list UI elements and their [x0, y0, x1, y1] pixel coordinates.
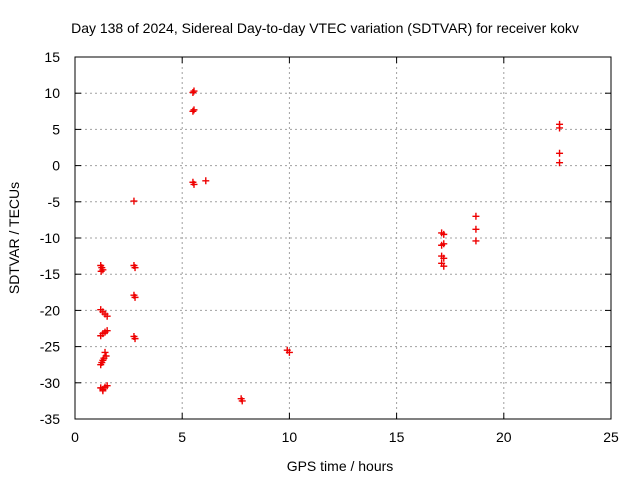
y-tick-label: -30 — [40, 375, 60, 391]
data-point — [189, 107, 197, 115]
data-point — [97, 361, 105, 369]
data-points — [97, 87, 564, 405]
y-tick-label: -20 — [40, 302, 60, 318]
data-point — [472, 237, 480, 245]
data-point — [440, 254, 448, 262]
data-point — [472, 225, 480, 233]
data-point — [285, 348, 293, 356]
data-point — [101, 348, 109, 356]
y-tick-label: -25 — [40, 339, 60, 355]
data-point — [130, 197, 138, 205]
data-point — [103, 327, 111, 335]
data-point — [190, 87, 198, 95]
y-tick-label: 15 — [44, 49, 60, 65]
data-point — [103, 312, 111, 320]
x-tick-label: 10 — [282, 429, 298, 445]
data-point — [99, 387, 107, 395]
data-point — [131, 293, 139, 301]
data-point — [556, 149, 564, 157]
y-tick-label: 5 — [52, 121, 60, 137]
y-tick-label: 10 — [44, 85, 60, 101]
data-point — [103, 382, 111, 390]
x-tick-label: 25 — [603, 429, 619, 445]
x-tick-label: 5 — [178, 429, 186, 445]
x-tick-label: 0 — [71, 429, 79, 445]
data-point — [190, 180, 198, 188]
x-tick-label: 15 — [389, 429, 405, 445]
data-point — [202, 177, 210, 185]
x-axis-tick-labels: 0 5 10 15 20 25 — [71, 429, 619, 445]
data-point — [440, 230, 448, 238]
data-point — [472, 212, 480, 220]
data-point — [556, 159, 564, 167]
data-point — [440, 240, 448, 248]
axis-ticks — [74, 56, 612, 420]
data-point — [238, 397, 246, 405]
y-tick-label: -15 — [40, 266, 60, 282]
x-axis-title: GPS time / hours — [287, 458, 394, 474]
y-tick-label: -10 — [40, 230, 60, 246]
data-point — [190, 106, 198, 114]
data-point — [131, 264, 139, 272]
x-tick-label: 20 — [496, 429, 512, 445]
y-tick-label: 0 — [52, 158, 60, 174]
y-tick-label: -5 — [48, 194, 61, 210]
data-point — [556, 124, 564, 132]
y-axis-title: SDTVAR / TECUs — [6, 182, 22, 294]
data-point — [131, 335, 139, 343]
data-point — [97, 267, 105, 275]
y-tick-label: -35 — [40, 411, 60, 427]
y-axis-tick-labels: 15 10 5 0 -5 -10 -15 -20 -25 -30 -35 — [40, 49, 60, 427]
chart-title: Day 138 of 2024, Sidereal Day-to-day VTE… — [71, 20, 579, 36]
data-point — [440, 262, 448, 270]
grid-lines — [75, 57, 611, 419]
data-point — [189, 88, 197, 96]
